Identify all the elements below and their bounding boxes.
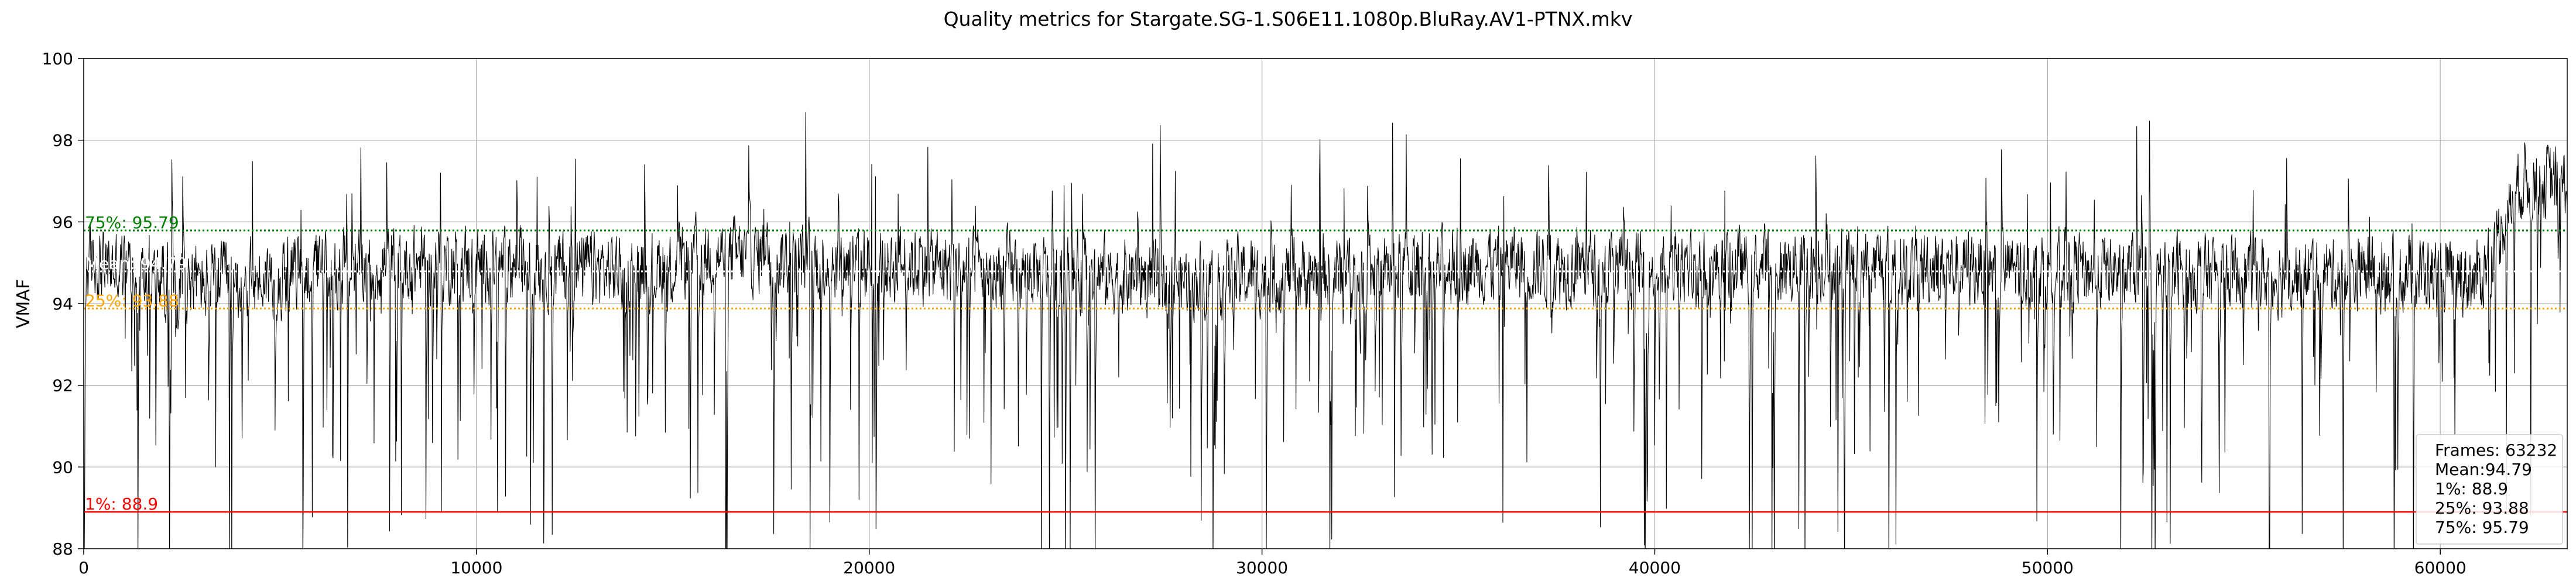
- x-axis-ticks: 0 10000 20000 30000 40000 50000 60000: [78, 549, 2467, 577]
- y-tick-label: 88: [52, 539, 73, 559]
- reference-line-label: Mean: 94.79: [85, 254, 187, 273]
- chart-title: Quality metrics for Stargate.SG-1.S06E11…: [944, 8, 1633, 30]
- y-tick-label: 94: [52, 294, 73, 314]
- vmaf-series: [84, 112, 2567, 549]
- reference-lines: 75%: 95.79 Mean: 94.79 25%: 93.88 1%: 88.9: [84, 213, 2567, 514]
- stats-line: Mean:94.79: [2435, 460, 2532, 479]
- x-tick-label: 60000: [2414, 558, 2467, 577]
- stats-line: 25%: 93.88: [2435, 498, 2529, 518]
- stats-line: 1%: 88.9: [2435, 479, 2508, 498]
- y-tick-label: 100: [42, 49, 73, 68]
- stats-line: 75%: 95.79: [2435, 518, 2529, 537]
- stats-line: Frames: 63232: [2435, 441, 2557, 460]
- y-tick-label: 98: [52, 131, 73, 150]
- y-tick-label: 90: [52, 457, 73, 477]
- vmaf-series-line: [84, 112, 2567, 549]
- y-tick-label: 92: [52, 376, 73, 395]
- x-tick-label: 30000: [1236, 558, 1288, 577]
- reference-line-label: 75%: 95.79: [85, 213, 179, 232]
- x-tick-label: 50000: [2022, 558, 2074, 577]
- stats-box-frame: [2416, 434, 2563, 545]
- y-tick-label: 96: [52, 212, 73, 232]
- reference-line-label: 25%: 93.88: [85, 291, 179, 310]
- x-tick-label: 10000: [450, 558, 502, 577]
- x-tick-label: 0: [78, 558, 89, 577]
- y-axis-ticks: 88 90 92 94 96 98 100: [42, 49, 84, 559]
- x-tick-label: 20000: [843, 558, 895, 577]
- x-tick-label: 40000: [1629, 558, 1681, 577]
- reference-line-label: 1%: 88.9: [85, 494, 158, 514]
- y-axis-label: VMAF: [13, 279, 34, 328]
